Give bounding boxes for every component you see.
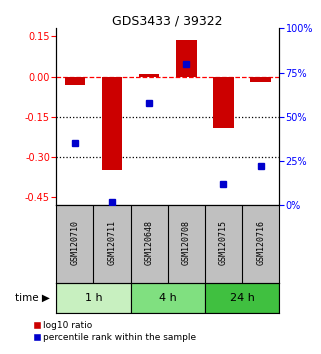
Bar <box>250 76 271 82</box>
Bar <box>205 283 279 313</box>
Text: GSM120708: GSM120708 <box>182 220 191 265</box>
Bar <box>131 283 205 313</box>
Legend: log10 ratio, percentile rank within the sample: log10 ratio, percentile rank within the … <box>30 318 200 346</box>
Text: GSM120715: GSM120715 <box>219 220 228 265</box>
Text: GSM120716: GSM120716 <box>256 220 265 265</box>
Bar <box>176 40 196 76</box>
Text: GSM120648: GSM120648 <box>145 220 154 265</box>
Bar <box>65 76 85 85</box>
Text: GSM120710: GSM120710 <box>70 220 79 265</box>
Text: 1 h: 1 h <box>84 293 102 303</box>
Bar <box>102 76 122 171</box>
Text: time ▶: time ▶ <box>15 293 50 303</box>
Bar <box>56 283 131 313</box>
Text: 24 h: 24 h <box>230 293 255 303</box>
Bar <box>213 76 234 127</box>
Bar <box>139 74 159 76</box>
Title: GDS3433 / 39322: GDS3433 / 39322 <box>112 14 223 27</box>
Text: GSM120711: GSM120711 <box>108 220 117 265</box>
Text: 4 h: 4 h <box>159 293 177 303</box>
